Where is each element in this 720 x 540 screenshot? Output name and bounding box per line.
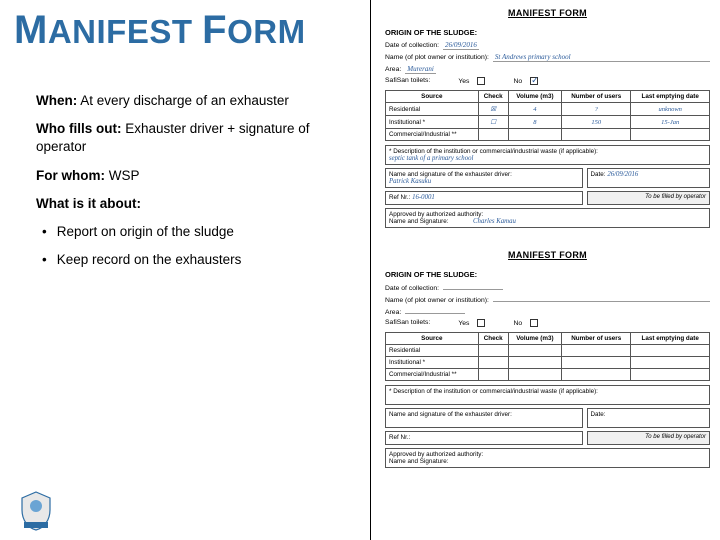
approved-box: Approved by authorized authority: Name a… xyxy=(385,208,710,228)
description-box: * Description of the institution or comm… xyxy=(385,145,710,165)
date-value: 26/09/2016 xyxy=(443,41,479,50)
manifest-form-filled: MANIFEST FORM ORIGIN OF THE SLUDGE: Date… xyxy=(385,8,710,228)
ref-box: Ref Nr.: 16-0001 xyxy=(385,191,583,205)
area-value: Murerani xyxy=(405,65,436,74)
whom-label: For whom: xyxy=(36,168,105,183)
forms-panel: MANIFEST FORM ORIGIN OF THE SLUDGE: Date… xyxy=(370,0,720,540)
when-text: At every discharge of an exhauster xyxy=(77,93,289,108)
when-label: When: xyxy=(36,93,77,108)
approved-box: Approved by authorized authority: Name a… xyxy=(385,448,710,468)
name-label: Name (of plot owner or institution): xyxy=(385,54,489,61)
checkbox-yes xyxy=(477,319,485,327)
ref-box: Ref Nr.: xyxy=(385,431,583,445)
toilets-label: SafiSan toilets: xyxy=(385,77,430,85)
checkbox-no xyxy=(530,77,538,85)
driver-box: Name and signature of the exhauster driv… xyxy=(385,168,583,188)
origin-header: ORIGIN OF THE SLUDGE: xyxy=(385,28,710,37)
checkbox-yes xyxy=(477,77,485,85)
form-heading: MANIFEST FORM xyxy=(385,250,710,260)
area-label: Area: xyxy=(385,66,401,73)
logo-icon xyxy=(18,490,54,532)
description-box: * Description of the institution or comm… xyxy=(385,385,710,405)
whom-text: WSP xyxy=(105,168,140,183)
form-heading: MANIFEST FORM xyxy=(385,8,710,18)
operator-note: To be filled by operator xyxy=(587,431,711,445)
who-label: Who fills out: xyxy=(36,121,121,136)
info-block: When: At every discharge of an exhauster… xyxy=(36,92,326,280)
date-box: Date: 26/09/2016 xyxy=(587,168,711,188)
source-table: SourceCheckVolume (m3)Number of usersLas… xyxy=(385,332,710,381)
page-title: MANIFEST FORM xyxy=(14,8,306,53)
bullet-item: Report on origin of the sludge xyxy=(36,223,326,241)
what-label: What is it about: xyxy=(36,196,141,211)
bullet-item: Keep record on the exhausters xyxy=(36,251,326,269)
source-table: SourceCheckVolume (m3)Number of usersLas… xyxy=(385,90,710,141)
driver-box: Name and signature of the exhauster driv… xyxy=(385,408,583,428)
manifest-form-blank: MANIFEST FORM ORIGIN OF THE SLUDGE: Date… xyxy=(385,250,710,468)
checkbox-no xyxy=(530,319,538,327)
operator-note: To be filled by operator xyxy=(587,191,711,205)
date-label: Date of collection: xyxy=(385,42,439,49)
name-value: St Andrews primary school xyxy=(493,53,710,62)
date-box: Date: xyxy=(587,408,711,428)
origin-header: ORIGIN OF THE SLUDGE: xyxy=(385,270,710,279)
